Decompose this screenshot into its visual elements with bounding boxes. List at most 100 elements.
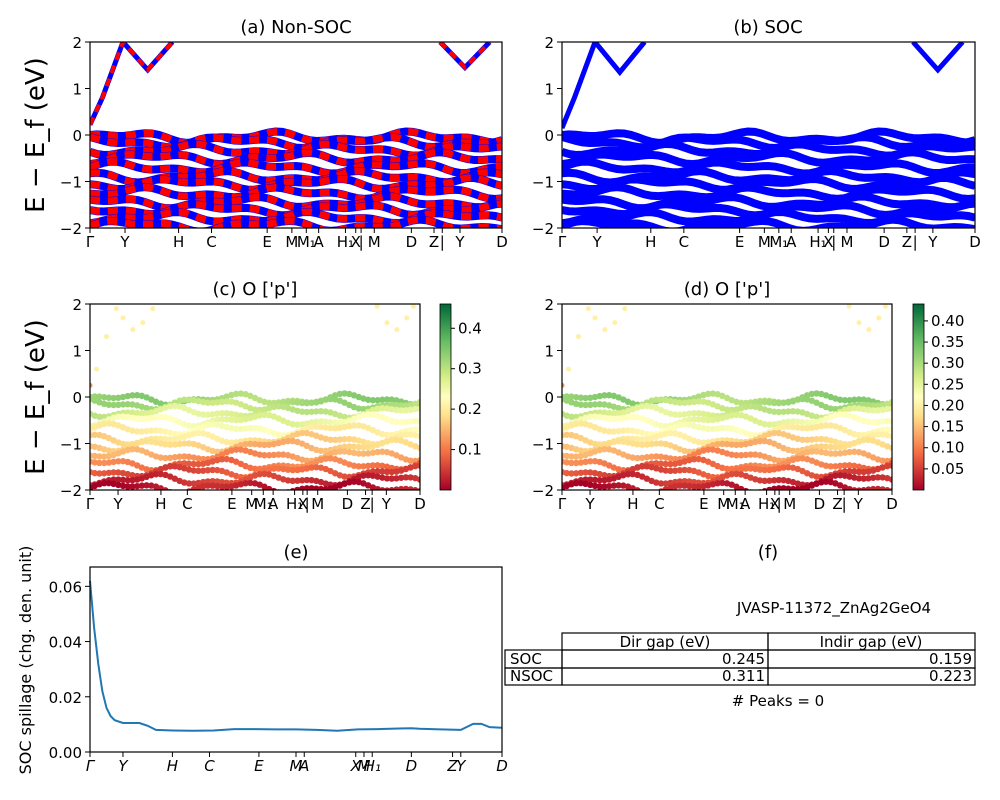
band-point bbox=[214, 448, 221, 455]
band-point bbox=[105, 479, 113, 487]
band-point bbox=[846, 462, 853, 469]
band-point bbox=[336, 448, 344, 455]
panel-e-xtick-label: X bbox=[350, 757, 362, 775]
band-point bbox=[818, 479, 825, 486]
band-point bbox=[671, 455, 679, 463]
band-point bbox=[756, 437, 764, 445]
colorbar-tick-label: 0.30 bbox=[931, 354, 964, 372]
band-point bbox=[303, 465, 311, 472]
band-point bbox=[568, 470, 575, 477]
band-point bbox=[629, 485, 636, 490]
panel-d-xtick-label: H bbox=[627, 495, 638, 513]
band-point bbox=[836, 462, 844, 470]
band-point bbox=[634, 436, 641, 443]
band-point bbox=[638, 454, 646, 462]
band-point bbox=[714, 480, 721, 487]
band-point bbox=[110, 401, 117, 409]
colorbar-tick-label: 0.10 bbox=[931, 439, 964, 457]
band-point bbox=[615, 410, 622, 417]
band-point bbox=[662, 467, 669, 474]
band-point bbox=[412, 487, 419, 490]
band-point bbox=[681, 447, 688, 455]
conduction-point bbox=[113, 306, 119, 312]
band-point bbox=[209, 466, 216, 474]
band-point bbox=[397, 402, 405, 409]
band-point bbox=[884, 487, 891, 490]
panel-b-xtick-label: | bbox=[913, 233, 918, 251]
band-point bbox=[695, 398, 702, 405]
band-point bbox=[228, 439, 235, 446]
panel-a-xtick-label: H₁ bbox=[337, 233, 354, 251]
band-point bbox=[605, 428, 613, 435]
band-point bbox=[284, 398, 292, 406]
band-point bbox=[115, 413, 122, 420]
conduction-point bbox=[846, 304, 852, 309]
band-point bbox=[704, 425, 712, 433]
band-point bbox=[723, 424, 731, 432]
band-point bbox=[157, 413, 164, 421]
band-point bbox=[601, 427, 608, 434]
band-point bbox=[860, 406, 867, 413]
band-point bbox=[596, 409, 603, 416]
band-point bbox=[265, 485, 273, 490]
band-point bbox=[577, 479, 585, 487]
band-point bbox=[336, 424, 344, 432]
panel-b-xtick-label: H₁ bbox=[809, 233, 826, 251]
band-point bbox=[676, 482, 684, 489]
band-point bbox=[195, 467, 202, 475]
band-point bbox=[572, 453, 580, 460]
band-point bbox=[407, 406, 414, 414]
band-point bbox=[789, 418, 797, 425]
band-point bbox=[152, 414, 160, 421]
band-point bbox=[379, 487, 386, 490]
band-point bbox=[195, 429, 202, 437]
panel-a-xtick-label: X bbox=[351, 233, 361, 251]
panel-e-xtick-label: M bbox=[358, 757, 371, 775]
band-point bbox=[737, 441, 745, 448]
panel-d-xtick-label: Γ bbox=[558, 495, 567, 513]
band-point bbox=[355, 463, 362, 470]
band-point bbox=[888, 462, 892, 469]
band-point bbox=[695, 438, 702, 446]
panel-b-xtick-label: D bbox=[969, 233, 981, 251]
band-point bbox=[766, 399, 773, 406]
band-point bbox=[822, 478, 830, 485]
band-point bbox=[204, 399, 212, 406]
band-point bbox=[100, 393, 108, 401]
band-point bbox=[860, 475, 867, 482]
band-point bbox=[667, 460, 674, 468]
band-point bbox=[416, 398, 420, 406]
conduction-point bbox=[394, 327, 400, 333]
band-point bbox=[822, 422, 830, 429]
band-point bbox=[416, 433, 420, 440]
band-point bbox=[416, 462, 420, 469]
band-point bbox=[195, 479, 202, 487]
band-point bbox=[313, 423, 320, 430]
band-point bbox=[303, 408, 311, 416]
band-point bbox=[364, 472, 372, 479]
band-point bbox=[601, 483, 608, 490]
band-point bbox=[747, 451, 754, 458]
band-point bbox=[690, 410, 698, 417]
band-point bbox=[568, 393, 575, 400]
band-point bbox=[737, 399, 745, 407]
band-point bbox=[393, 406, 400, 414]
band-point bbox=[629, 427, 636, 434]
band-point bbox=[737, 466, 745, 473]
valence-band-dashed bbox=[90, 208, 502, 227]
band-point bbox=[752, 451, 759, 458]
band-point bbox=[407, 474, 414, 481]
band-point bbox=[171, 454, 179, 461]
conduction-point bbox=[592, 315, 598, 321]
conduction-point bbox=[130, 327, 136, 333]
panel-b-xtick-label: Y bbox=[592, 233, 603, 251]
band-point bbox=[888, 476, 892, 483]
band-point bbox=[644, 490, 650, 496]
band-point bbox=[341, 443, 348, 450]
band-point bbox=[770, 399, 778, 407]
band-point bbox=[761, 398, 768, 406]
band-point bbox=[261, 441, 268, 449]
band-point bbox=[129, 477, 136, 484]
band-point bbox=[577, 469, 585, 476]
band-point bbox=[247, 479, 254, 487]
